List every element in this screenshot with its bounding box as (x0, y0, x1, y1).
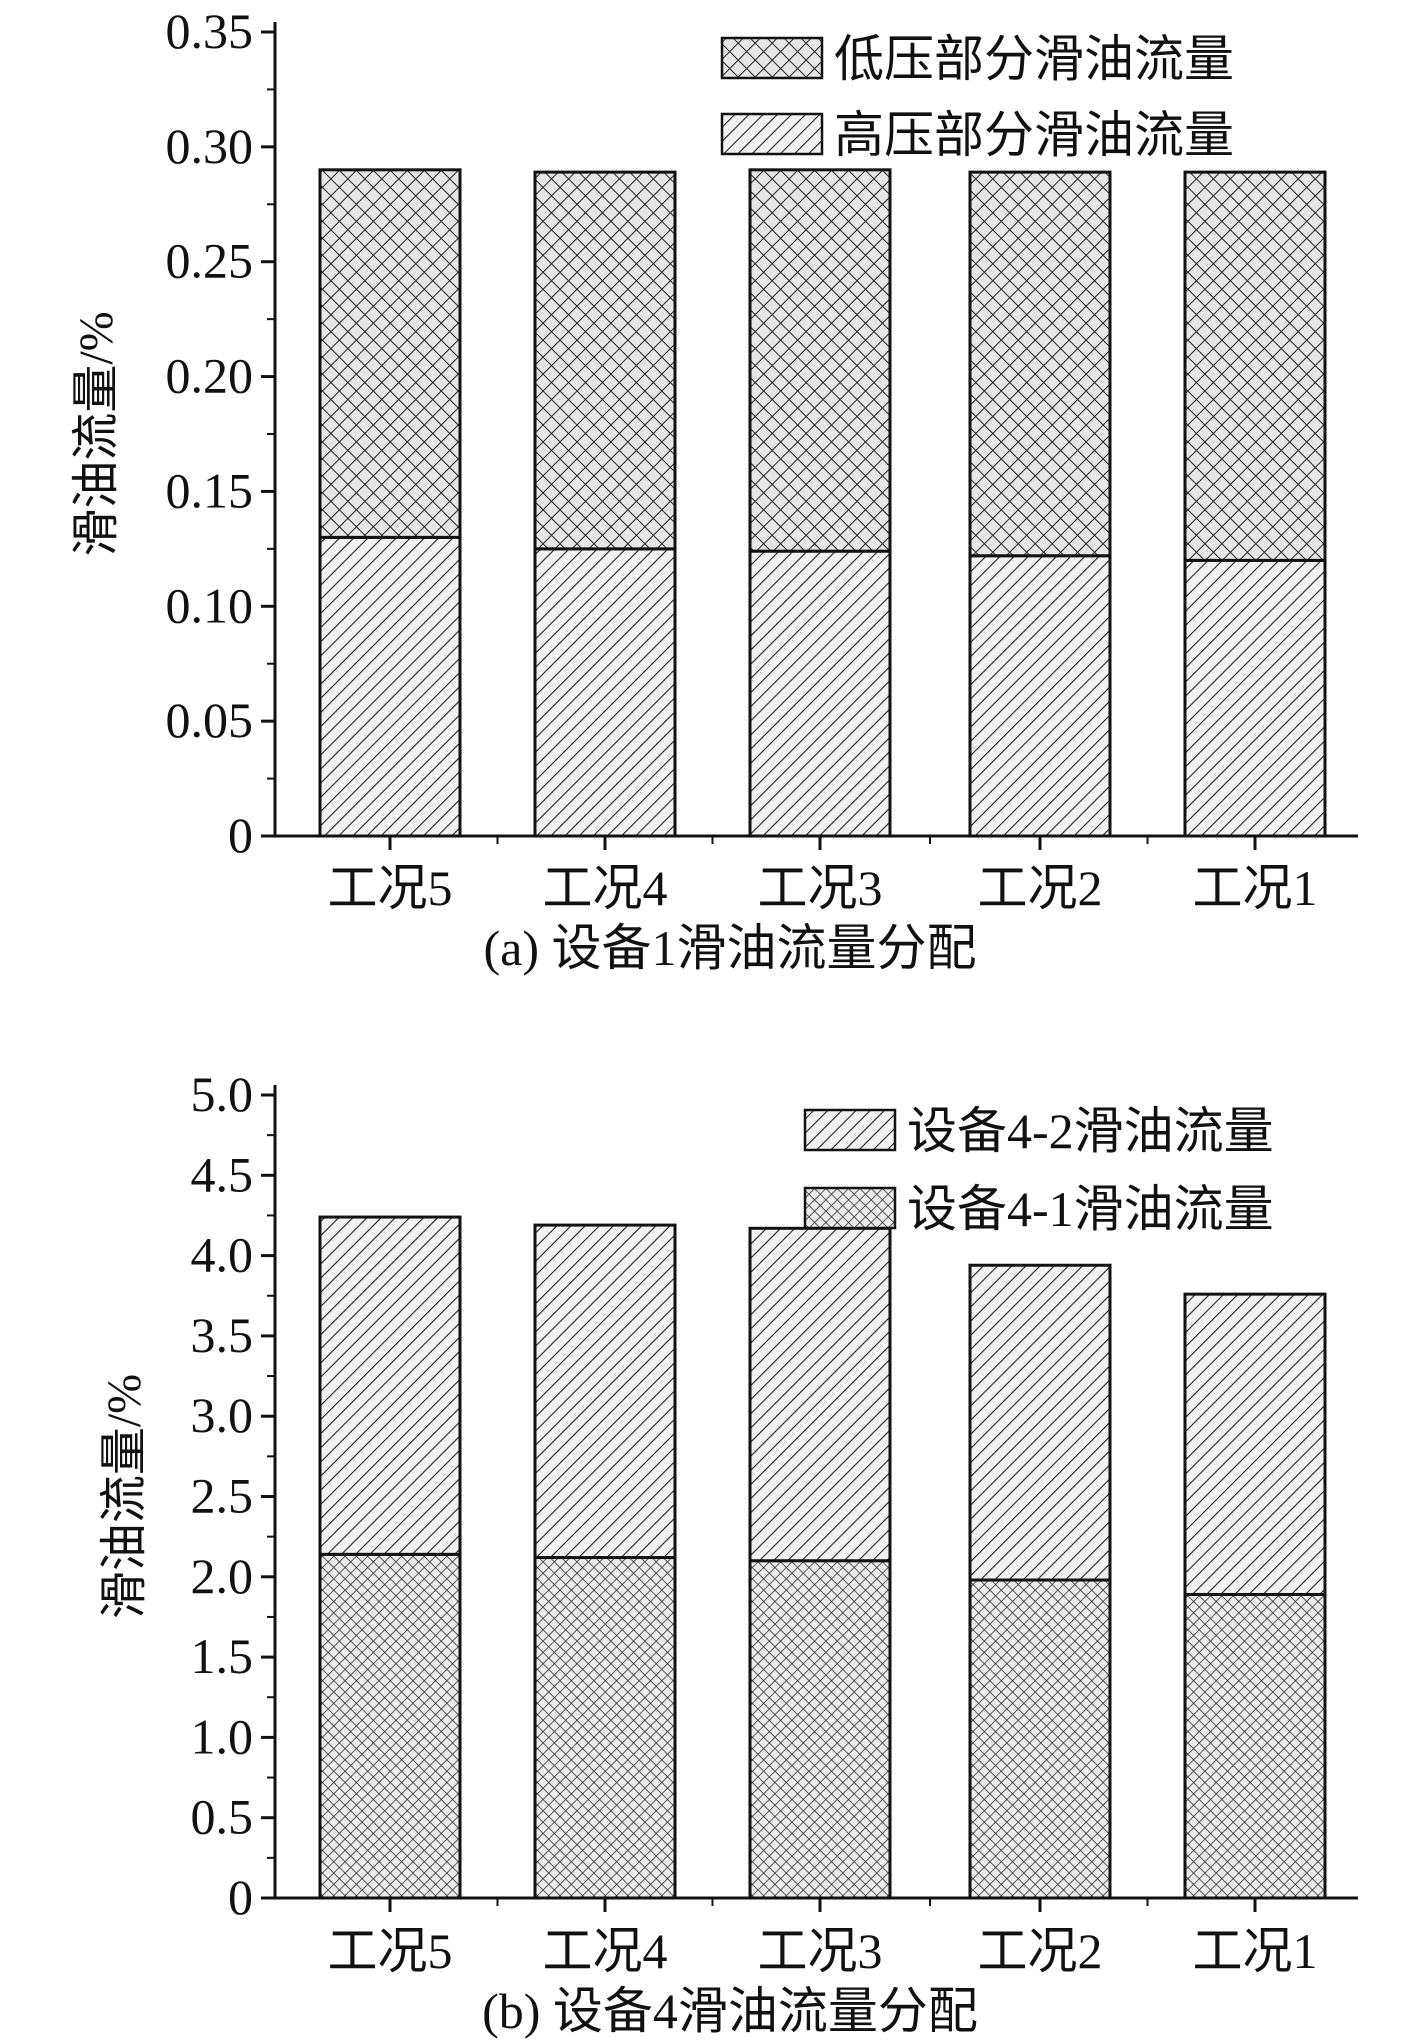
bar-segment (318, 1215, 462, 1556)
bar-segment (1183, 1592, 1327, 1900)
y-tick-label: 4.5 (191, 1146, 254, 1202)
y-tick-label: 4.0 (191, 1227, 254, 1283)
legend-label: 高压部分滑油流量 (834, 107, 1234, 163)
x-tick-label: 工况5 (328, 1923, 453, 1979)
panel-b-chart: 工况5 工况4 工况3 工况2 工况1 0 0.5 1.0 1.5 2.0 2.5 3.0 3.5 4.0… (98, 1066, 1358, 1979)
y-tick-label: 0.15 (166, 462, 254, 518)
legend-label: 设备4-1滑油流量 (907, 1181, 1274, 1237)
legend-swatch (803, 1186, 897, 1230)
bar-segment (1183, 558, 1327, 838)
bar-segment (1183, 170, 1327, 562)
bar-segment (318, 1552, 462, 1900)
y-tick-label: 0 (228, 807, 253, 863)
y-tick-label: 2.0 (191, 1548, 254, 1604)
y-axis-title: 滑油流量/% (98, 1374, 151, 1619)
bar-segment (748, 549, 892, 838)
y-tick-label: 0 (228, 1869, 253, 1925)
legend-swatch (803, 1108, 897, 1152)
x-tick-label: 工况3 (758, 1923, 883, 1979)
bar-segment (533, 547, 677, 838)
y-axis-title: 滑油流量/% (70, 311, 123, 556)
x-tick-label: 工况4 (543, 860, 668, 916)
y-tick-label: 0.30 (166, 118, 254, 174)
bar-segment (318, 168, 462, 539)
y-tick-label: 3.5 (191, 1307, 254, 1363)
bar-segment (533, 1556, 677, 1900)
bar-segment (968, 554, 1112, 838)
y-tick-label: 2.5 (191, 1468, 254, 1524)
y-tick-label: 0.25 (166, 233, 254, 289)
y-tick-label: 5.0 (191, 1066, 254, 1122)
bar-segment (748, 168, 892, 553)
bar-segment (748, 1226, 892, 1563)
legend-label: 设备4-2滑油流量 (907, 1103, 1274, 1159)
bar-segment (968, 1578, 1112, 1900)
x-tick-label: 工况1 (1193, 860, 1318, 916)
x-tick-label: 工况2 (978, 860, 1103, 916)
bar-segment (968, 170, 1112, 558)
bar-segment (968, 1263, 1112, 1582)
x-tick-label: 工况5 (328, 860, 453, 916)
y-tick-label: 1.5 (191, 1628, 254, 1684)
bar-segment (533, 170, 677, 551)
bar-segment (1183, 1292, 1327, 1596)
x-tick-label: 工况1 (1193, 1923, 1318, 1979)
y-tick-label: 3.0 (191, 1387, 254, 1443)
legend-label: 低压部分滑油流量 (834, 31, 1234, 87)
bar-segment (748, 1559, 892, 1900)
y-tick-label: 0.35 (166, 3, 254, 59)
panel-a-chart: 工况5 工况4 工况3 工况2 工况1 0 0.05 0.10 0.15 0.20 0.25 0.30… (70, 3, 1358, 916)
y-tick-label: 0.10 (166, 577, 254, 633)
bar-segment (318, 535, 462, 838)
y-tick-label: 0.20 (166, 348, 254, 404)
y-tick-label: 1.0 (191, 1708, 254, 1764)
x-tick-label: 工况2 (978, 1923, 1103, 1979)
x-tick-label: 工况3 (758, 860, 883, 916)
legend-swatch (720, 36, 824, 80)
panel-b-caption: (b) 设备4滑油流量分配 (482, 1983, 978, 2039)
legend-swatch (720, 112, 824, 156)
y-tick-label: 0.05 (166, 692, 254, 748)
bar-segment (533, 1223, 677, 1560)
y-tick-label: 0.5 (191, 1789, 254, 1845)
x-tick-label: 工况4 (543, 1923, 668, 1979)
panel-a-caption: (a) 设备1滑油流量分配 (484, 920, 977, 976)
